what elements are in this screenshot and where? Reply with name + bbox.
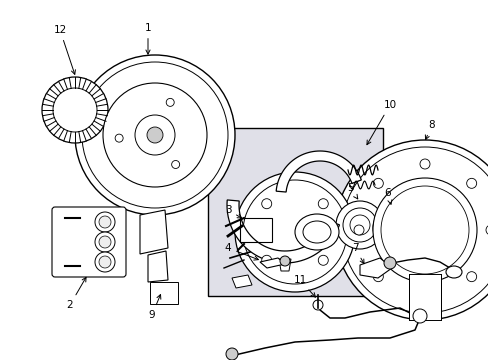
Circle shape — [334, 140, 488, 320]
Circle shape — [243, 180, 346, 284]
Polygon shape — [276, 151, 361, 192]
Circle shape — [235, 172, 354, 292]
Text: 9: 9 — [148, 294, 161, 320]
Circle shape — [412, 309, 426, 323]
Circle shape — [42, 77, 108, 143]
Circle shape — [95, 212, 115, 232]
Circle shape — [82, 62, 227, 208]
Circle shape — [341, 147, 488, 313]
Circle shape — [466, 178, 476, 188]
Text: 12: 12 — [53, 25, 75, 74]
Circle shape — [53, 88, 97, 132]
Polygon shape — [260, 258, 285, 268]
Bar — [150, 282, 178, 304]
Circle shape — [353, 225, 363, 235]
Text: 6: 6 — [384, 188, 391, 204]
Circle shape — [485, 225, 488, 235]
Circle shape — [280, 256, 289, 266]
Circle shape — [99, 216, 111, 228]
Text: 8: 8 — [425, 120, 434, 139]
Text: 3: 3 — [224, 205, 241, 218]
Ellipse shape — [294, 214, 338, 250]
Polygon shape — [279, 259, 290, 271]
Bar — [408, 274, 440, 320]
Circle shape — [261, 255, 271, 265]
Bar — [240, 218, 271, 242]
Circle shape — [225, 348, 238, 360]
Polygon shape — [148, 251, 168, 282]
Circle shape — [318, 199, 327, 209]
Circle shape — [372, 272, 383, 282]
Circle shape — [419, 159, 429, 169]
Circle shape — [103, 83, 206, 187]
Polygon shape — [226, 200, 339, 263]
Circle shape — [115, 134, 123, 142]
Text: 7: 7 — [351, 243, 364, 264]
Polygon shape — [231, 275, 251, 288]
Polygon shape — [359, 258, 391, 278]
Circle shape — [372, 178, 476, 282]
Circle shape — [383, 257, 395, 269]
FancyBboxPatch shape — [52, 207, 126, 277]
Circle shape — [95, 252, 115, 272]
Circle shape — [99, 236, 111, 248]
Text: 5: 5 — [346, 183, 357, 199]
Text: 10: 10 — [366, 100, 396, 145]
Bar — [207, 128, 382, 296]
Circle shape — [135, 115, 175, 155]
Circle shape — [147, 127, 163, 143]
Circle shape — [99, 256, 111, 268]
Circle shape — [466, 272, 476, 282]
Ellipse shape — [445, 266, 461, 278]
Text: 4: 4 — [224, 243, 258, 260]
Circle shape — [380, 186, 468, 274]
Text: 1: 1 — [144, 23, 151, 54]
Circle shape — [261, 199, 271, 209]
Circle shape — [166, 98, 174, 106]
Text: 11: 11 — [293, 275, 315, 297]
Circle shape — [335, 201, 383, 249]
Circle shape — [379, 213, 409, 243]
Text: 2: 2 — [66, 277, 86, 310]
Circle shape — [312, 300, 323, 310]
Circle shape — [349, 215, 369, 235]
Ellipse shape — [303, 221, 330, 243]
Circle shape — [75, 55, 235, 215]
Circle shape — [372, 178, 383, 188]
Circle shape — [342, 208, 376, 242]
Circle shape — [372, 206, 416, 250]
Ellipse shape — [346, 210, 381, 240]
Polygon shape — [140, 210, 168, 254]
Circle shape — [318, 255, 327, 265]
Circle shape — [419, 291, 429, 301]
Circle shape — [95, 232, 115, 252]
Circle shape — [171, 161, 179, 168]
